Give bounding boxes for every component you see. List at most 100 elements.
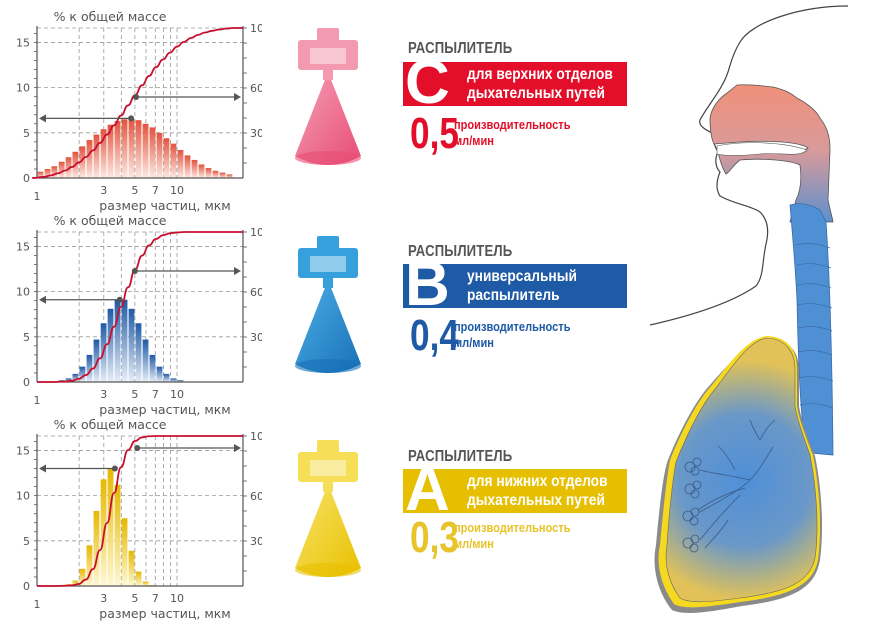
histogram-bar <box>177 149 184 178</box>
histogram-bar <box>149 127 156 178</box>
nozzle-c-banner: C для верхних отделов дыхательных путей <box>403 52 627 114</box>
histogram-bar <box>184 155 191 178</box>
histogram-bar <box>65 378 72 382</box>
histogram-bar <box>149 354 156 382</box>
peak-marker <box>128 115 135 122</box>
x-tick-label: 1 <box>34 394 41 407</box>
nozzle-cap <box>298 248 358 278</box>
nozzle-b-letter: B <box>405 250 450 319</box>
x-tick-label: 7 <box>152 184 159 197</box>
histogram-bar <box>37 171 44 178</box>
head-outline <box>649 5 849 326</box>
x-tick-label: 1 <box>34 190 41 203</box>
cumulative-curve <box>32 27 243 179</box>
histogram-bar <box>156 366 163 382</box>
y2-tick-label: 100 <box>250 430 262 443</box>
spine-vertebrae-lines <box>795 243 834 409</box>
nozzle-cap-window <box>310 48 346 64</box>
histogram-bar <box>107 124 114 178</box>
histogram-bar <box>93 511 100 586</box>
arrow-right-icon <box>234 267 241 275</box>
histogram-bar <box>198 164 205 178</box>
y-tick-label: 5 <box>23 127 30 140</box>
histogram-bar <box>128 550 135 586</box>
nozzle-c-image <box>295 28 361 165</box>
histogram-bar <box>51 166 58 178</box>
nozzle-a-rate-unit: мл/мин <box>454 536 494 551</box>
nozzle-c-rate: 0,5 <box>410 109 459 158</box>
histogram-bar <box>58 161 65 178</box>
histogram-bar <box>142 123 149 178</box>
histogram-bar <box>135 571 142 586</box>
y-tick-label: 15 <box>16 444 30 457</box>
peak-marker <box>116 296 123 303</box>
nozzle-stem <box>323 66 333 80</box>
histogram-bar <box>44 168 51 178</box>
nozzle-b-image <box>295 236 361 373</box>
nozzle-c-desc-1: для верхних отделов <box>467 66 613 83</box>
histogram-bar <box>170 143 177 178</box>
histogram-bar <box>79 146 86 178</box>
nozzle-b-banner: B универсальный распылитель <box>403 254 627 316</box>
nozzle-c-desc-2: дыхательных путей <box>467 85 605 102</box>
nozzle-c-label: РАСПЫЛИТЕЛЬ <box>408 40 513 57</box>
x-tick-label: 10 <box>170 184 184 197</box>
histogram-bar <box>86 545 93 586</box>
y2-tick-label: 60 <box>250 82 262 95</box>
x-tick-label: 3 <box>100 184 107 197</box>
nozzle-a-letter: A <box>405 455 450 524</box>
y-tick-label: 10 <box>16 82 30 95</box>
histogram-bar <box>72 580 79 586</box>
histogram-bar <box>163 138 170 178</box>
x-tick-label: 5 <box>131 388 138 401</box>
histogram-bar <box>107 308 114 382</box>
histogram-bar <box>163 373 170 382</box>
nozzle-b-desc-1: универсальный <box>467 268 577 285</box>
histogram-bar <box>79 568 86 586</box>
histogram-bar <box>93 134 100 178</box>
cumulative-marker <box>133 94 140 100</box>
arrow-left-icon <box>39 464 46 473</box>
arrow-right-icon <box>234 444 241 452</box>
y-tick-label: 0 <box>23 376 30 389</box>
nozzle-base <box>295 563 361 577</box>
nozzle-knob <box>317 236 339 252</box>
cumulative-curve <box>37 231 243 383</box>
nozzle-knob <box>317 28 339 44</box>
y-tick-label: 5 <box>23 331 30 344</box>
histogram-bar <box>121 119 128 178</box>
histogram-bar <box>205 168 212 178</box>
x-tick-label: 5 <box>131 184 138 197</box>
histogram-bar <box>128 308 135 382</box>
histogram-bar <box>72 373 79 382</box>
y2-tick-label: 60 <box>250 490 262 503</box>
x-axis-label: размер частиц, мкм <box>99 198 230 213</box>
chart-title: % к общей массе <box>54 213 167 228</box>
cumulative-marker <box>131 268 138 274</box>
x-tick-label: 1 <box>34 598 41 611</box>
x-tick-label: 7 <box>152 388 159 401</box>
nozzle-a-rate: 0,3 <box>410 513 459 562</box>
respiratory-tract-illustration <box>649 5 849 613</box>
histogram-bar <box>135 120 142 178</box>
nozzle-a-desc-1: для нижних отделов <box>467 473 608 490</box>
nozzle-cap-window <box>310 256 346 272</box>
nozzle-stem <box>323 478 333 492</box>
alveoli-clusters <box>682 457 702 553</box>
y2-tick-label: 30 <box>250 331 262 344</box>
x-axis-label: размер частиц, мкм <box>99 606 230 621</box>
arrow-left-icon <box>39 295 46 304</box>
x-tick-label: 7 <box>152 592 159 605</box>
histogram-bar <box>156 132 163 178</box>
histogram-bar <box>107 468 114 586</box>
nozzle-b-rate-unit: мл/мин <box>454 335 494 350</box>
x-tick-label: 5 <box>131 592 138 605</box>
histogram-bar <box>212 170 219 178</box>
y2-tick-label: 100 <box>250 226 262 239</box>
nozzle-cap <box>298 452 358 482</box>
histogram-bar <box>86 140 93 178</box>
cumulative-marker <box>134 445 141 451</box>
y-tick-label: 15 <box>16 36 30 49</box>
